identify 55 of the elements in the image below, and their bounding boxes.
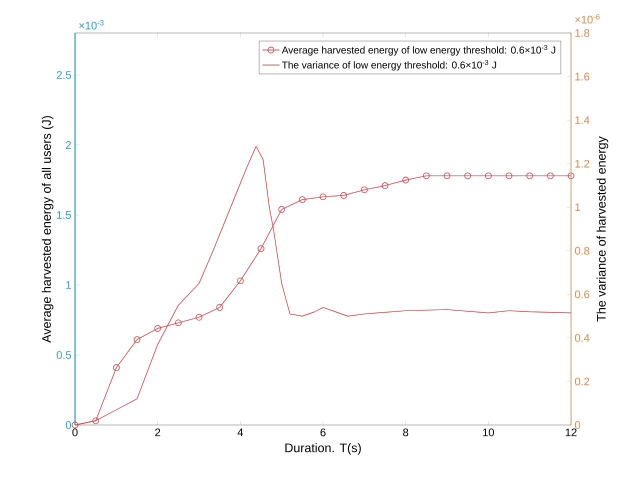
y2-tick-label: 0.6 xyxy=(574,290,590,298)
point xyxy=(506,172,512,180)
y-axis-title: Average harvested energy of all users (J) xyxy=(42,116,54,343)
x-tick-label: 0 xyxy=(72,428,78,436)
point xyxy=(92,417,100,424)
point xyxy=(154,325,162,332)
y2-tick-label: 1.2 xyxy=(575,160,590,168)
y2-axis-title: The variance of harvested energy xyxy=(596,136,608,322)
x-tick-label: 12 xyxy=(566,428,577,436)
point xyxy=(361,186,368,194)
point xyxy=(72,422,78,428)
x-tick-label: 6 xyxy=(320,428,326,436)
point xyxy=(526,172,534,180)
point xyxy=(216,304,224,311)
point xyxy=(340,192,348,199)
point xyxy=(485,172,492,180)
y2-tick-label: 0 xyxy=(574,421,580,429)
y-tick-label: 0.5 xyxy=(56,351,72,359)
point xyxy=(320,193,326,200)
point xyxy=(175,319,182,326)
point xyxy=(464,172,472,180)
point xyxy=(568,172,574,180)
y2-tick-label: 0.4 xyxy=(574,334,590,342)
point xyxy=(258,245,264,252)
y-tick-label: 2 xyxy=(66,141,71,149)
point xyxy=(402,176,410,184)
x-tick-label: 8 xyxy=(403,428,408,436)
point xyxy=(278,206,286,213)
x-axis-title: Duration. T(s) xyxy=(285,443,361,455)
point xyxy=(134,336,140,343)
y2-tick-label: 1.8 xyxy=(575,29,590,37)
legend-label: The variance of low energy threshold: 0.6×10$^{-3}$ J xyxy=(282,60,496,71)
x-tick-label: 2 xyxy=(155,428,160,436)
point xyxy=(423,172,430,180)
point xyxy=(382,182,388,189)
x-tick-label: 10 xyxy=(483,428,494,436)
y-tick-label: 2.5 xyxy=(56,71,72,79)
y-tick-label: 1 xyxy=(66,281,71,289)
point xyxy=(196,314,202,321)
point xyxy=(237,277,244,284)
y-tick-label: 0 xyxy=(66,421,72,429)
point xyxy=(113,364,120,371)
y2-tick-label: 1.4 xyxy=(575,116,590,124)
point xyxy=(547,172,554,180)
point xyxy=(444,172,450,180)
y2-tick-label: 0.2 xyxy=(574,378,590,386)
y2-tick-label: 1 xyxy=(575,203,580,211)
text: ×10$^{-6}$ xyxy=(575,14,600,24)
legend-label: Average harvested energy of low energy threshold: 0.6×10$^{-3}$ J xyxy=(282,45,556,56)
x-tick-label: 4 xyxy=(238,428,244,436)
y-tick-label: 1.5 xyxy=(57,211,72,219)
point xyxy=(299,196,306,203)
y2-tick-label: 0.8 xyxy=(574,246,590,255)
text: ×10$^{-3}$ xyxy=(79,20,104,30)
y2-tick-label: 1.6 xyxy=(575,72,590,80)
